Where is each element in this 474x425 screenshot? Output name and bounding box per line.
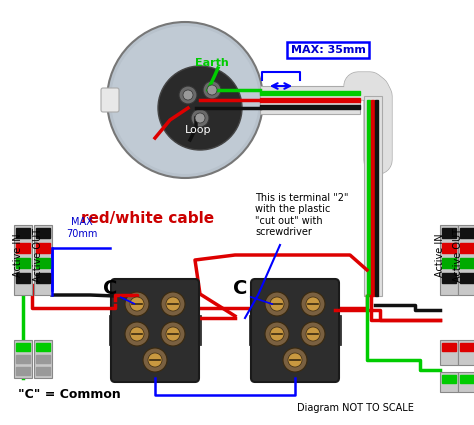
Bar xyxy=(260,86,360,114)
Bar xyxy=(16,355,30,363)
Bar xyxy=(16,243,30,253)
Bar xyxy=(36,273,50,283)
Bar xyxy=(460,243,474,253)
Bar xyxy=(458,340,474,365)
Bar xyxy=(442,243,456,253)
Circle shape xyxy=(161,322,185,346)
Bar xyxy=(34,225,52,295)
Bar xyxy=(36,343,50,351)
Circle shape xyxy=(161,292,185,316)
Text: Active IN: Active IN xyxy=(13,233,23,277)
Circle shape xyxy=(301,292,325,316)
Bar xyxy=(36,367,50,375)
Bar xyxy=(16,343,30,351)
Bar xyxy=(458,372,474,392)
Circle shape xyxy=(148,353,162,367)
Circle shape xyxy=(270,297,284,311)
FancyBboxPatch shape xyxy=(111,279,199,382)
Bar xyxy=(460,343,474,351)
Bar xyxy=(260,98,360,102)
Bar xyxy=(375,100,378,296)
Circle shape xyxy=(125,322,149,346)
Bar xyxy=(440,225,458,295)
Bar xyxy=(16,367,30,375)
Bar xyxy=(333,315,341,345)
Circle shape xyxy=(179,86,197,104)
Bar xyxy=(14,340,32,378)
Circle shape xyxy=(301,322,325,346)
Text: "C" = Common: "C" = Common xyxy=(18,388,121,402)
Bar xyxy=(193,315,201,345)
Text: Loop: Loop xyxy=(185,125,211,135)
Bar xyxy=(364,96,382,296)
Circle shape xyxy=(158,66,242,150)
Text: MAX
70mm: MAX 70mm xyxy=(66,217,98,239)
Text: red/white cable: red/white cable xyxy=(82,210,215,226)
Bar xyxy=(458,225,474,295)
Bar xyxy=(442,273,456,283)
Circle shape xyxy=(265,292,289,316)
Circle shape xyxy=(306,297,320,311)
Circle shape xyxy=(288,353,302,367)
Bar xyxy=(460,375,474,383)
Text: C: C xyxy=(103,278,117,298)
FancyBboxPatch shape xyxy=(251,279,339,382)
Circle shape xyxy=(283,348,307,372)
Text: Active IN: Active IN xyxy=(435,233,445,277)
Circle shape xyxy=(306,327,320,341)
Text: MAX: 35mm: MAX: 35mm xyxy=(291,45,365,55)
Text: C: C xyxy=(233,278,247,298)
Circle shape xyxy=(130,327,144,341)
Bar xyxy=(460,228,474,238)
Bar xyxy=(36,258,50,268)
Bar xyxy=(260,91,360,95)
Bar xyxy=(440,340,458,365)
Bar xyxy=(442,228,456,238)
Circle shape xyxy=(191,109,209,127)
Circle shape xyxy=(130,297,144,311)
Bar xyxy=(16,228,30,238)
Bar xyxy=(371,100,374,296)
Bar xyxy=(460,273,474,283)
Circle shape xyxy=(195,113,205,123)
Bar xyxy=(36,355,50,363)
Circle shape xyxy=(270,327,284,341)
Text: Diagram NOT TO SCALE: Diagram NOT TO SCALE xyxy=(297,403,413,413)
Circle shape xyxy=(203,81,221,99)
Bar xyxy=(14,225,32,295)
Bar xyxy=(460,258,474,268)
Bar xyxy=(440,372,458,392)
Bar xyxy=(442,343,456,351)
Bar xyxy=(442,258,456,268)
Bar xyxy=(16,258,30,268)
Bar xyxy=(442,375,456,383)
Bar xyxy=(260,105,360,109)
Circle shape xyxy=(207,85,217,95)
Bar xyxy=(34,340,52,378)
Bar xyxy=(367,100,370,296)
Circle shape xyxy=(111,26,259,174)
Text: This is terminal "2"
with the plastic
"cut out" with
screwdriver: This is terminal "2" with the plastic "c… xyxy=(255,193,348,238)
Bar xyxy=(16,273,30,283)
Circle shape xyxy=(166,297,180,311)
Circle shape xyxy=(265,322,289,346)
Text: Active OUT: Active OUT xyxy=(33,228,43,282)
Circle shape xyxy=(107,22,263,178)
Circle shape xyxy=(183,90,193,100)
Bar xyxy=(36,243,50,253)
Text: Active OUT: Active OUT xyxy=(453,228,463,282)
Circle shape xyxy=(166,327,180,341)
Circle shape xyxy=(143,348,167,372)
Bar xyxy=(36,228,50,238)
Text: Earth: Earth xyxy=(195,58,229,68)
Bar xyxy=(249,315,257,345)
FancyBboxPatch shape xyxy=(101,88,119,112)
Circle shape xyxy=(125,292,149,316)
Bar xyxy=(109,315,117,345)
